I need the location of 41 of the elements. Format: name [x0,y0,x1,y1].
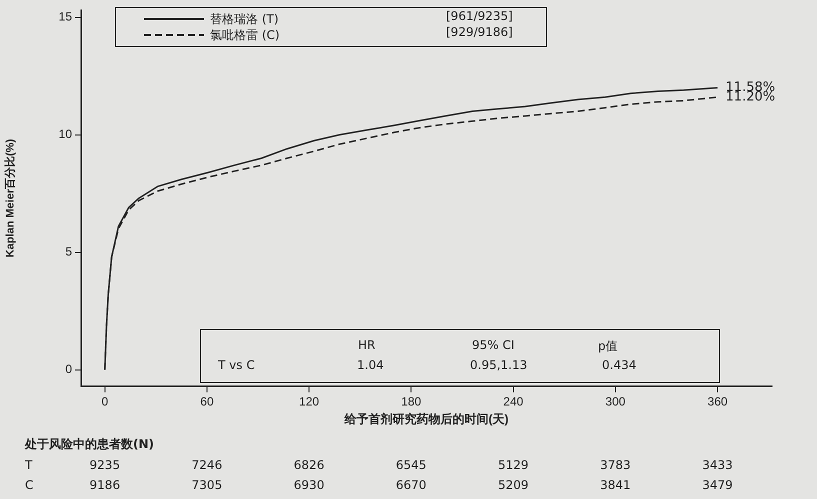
legend-label: 氯吡格雷 (C) [210,26,280,44]
y-tick-label: 5 [65,244,72,259]
annotation: 1.04 [357,358,384,372]
text: 6930 [294,478,324,492]
y-tick-label: 15 [58,10,72,24]
annotation: [961/9235] [446,9,513,23]
text: C [25,478,34,492]
text: 6826 [294,458,324,472]
text: 7305 [192,478,222,492]
x-tick-label: 120 [299,394,320,409]
text: 9235 [90,458,120,472]
annotation: 0.95,1.13 [470,358,528,372]
text: 5209 [498,478,529,492]
y-axis-title: Kaplan Meier百分比(%) [4,138,17,258]
x-tick-label: 0 [101,394,108,409]
legend-label: 替格瑞洛 (T) [210,10,279,28]
x-tick-label: 60 [200,394,214,409]
annotation: 95% CI [472,338,514,352]
annotation: 0.434 [602,358,636,372]
text: 3783 [600,458,631,472]
annotation: T vs C [218,358,255,372]
text: 5129 [498,458,529,472]
x-tick-label: 300 [605,394,626,409]
annotation: [929/9186] [446,25,513,39]
text: 7246 [192,458,222,472]
annotation: HR [358,338,376,352]
x-tick-label: 180 [401,394,422,409]
x-tick-label: 360 [708,394,728,409]
text: 3479 [702,478,733,492]
text: 处于风险中的患者数(N) [25,436,154,453]
text: 3433 [702,458,733,472]
text: 3841 [600,478,631,492]
text: T [25,458,32,472]
x-tick-label: 240 [503,394,524,409]
annotation: p值 [598,338,618,355]
y-tick-label: 0 [65,362,72,376]
x-axis-title: 给予首剂研究药物后的时间(天) [344,412,508,426]
text: 9186 [90,478,120,492]
y-tick-label: 10 [58,127,72,142]
text: 6545 [396,458,426,472]
text: 6670 [396,478,426,492]
